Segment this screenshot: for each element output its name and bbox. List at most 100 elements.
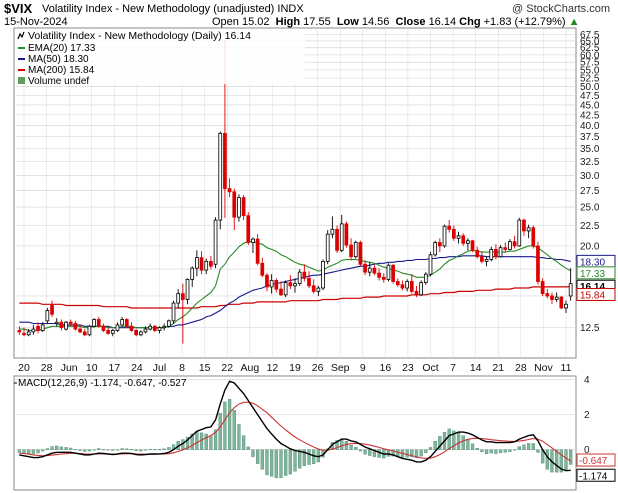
low-label: Low xyxy=(336,16,359,28)
candle xyxy=(540,278,545,296)
candle xyxy=(536,241,540,285)
macd-histogram-bar xyxy=(536,449,540,453)
candle-body xyxy=(442,225,447,247)
candle xyxy=(45,307,50,324)
macd-histogram-bar xyxy=(185,436,190,450)
candle-body xyxy=(26,331,31,336)
macd-histogram-bar xyxy=(199,432,204,450)
macd-histogram-bar xyxy=(307,449,311,465)
candle xyxy=(470,239,475,253)
candle-body xyxy=(433,242,438,256)
macd-histogram-bar xyxy=(279,449,283,478)
candle xyxy=(550,292,554,305)
price-tick-label: 60.0 xyxy=(580,50,600,61)
close-value: 16.14 xyxy=(428,16,457,28)
macd-histogram-bar xyxy=(358,449,363,452)
candle xyxy=(134,329,138,337)
candle-body xyxy=(92,319,96,327)
macd-histogram-bar xyxy=(17,449,21,453)
change-arrow-icon: ▲ xyxy=(568,16,580,28)
candle-body xyxy=(414,290,419,296)
macd-histogram-bar xyxy=(288,449,292,475)
candle-body xyxy=(335,228,339,251)
macd-histogram-bar xyxy=(522,444,526,450)
candle xyxy=(489,246,494,262)
macd-histogram-bar xyxy=(251,449,255,457)
candle-body xyxy=(395,281,400,286)
price-tick-label: 22.5 xyxy=(580,221,600,232)
candle-body xyxy=(218,132,223,221)
candle-body xyxy=(409,281,414,292)
macd-lines xyxy=(19,380,571,472)
candle-body xyxy=(302,271,307,279)
volume-legend-icon xyxy=(18,77,25,84)
candle xyxy=(68,319,73,327)
price-tag-label: 18.30 xyxy=(580,257,605,268)
candle-body xyxy=(564,303,568,309)
macd-histogram-bar xyxy=(195,431,199,450)
candle-body xyxy=(106,330,110,334)
macd-histogram-bar xyxy=(545,449,549,470)
candle-body xyxy=(545,293,550,297)
candle xyxy=(307,271,311,289)
candle xyxy=(503,242,508,253)
price-tag-box xyxy=(576,266,616,280)
candle-body xyxy=(199,257,204,271)
price-tick-label: 35.0 xyxy=(580,144,600,155)
price-tick-label: 65.0 xyxy=(580,36,600,47)
price-tag-label: 17.33 xyxy=(580,269,605,280)
date-tick-label: 17 xyxy=(108,362,120,374)
macd-histogram-bar xyxy=(209,435,213,450)
candle-body xyxy=(325,233,330,262)
candle xyxy=(381,273,386,283)
candle xyxy=(517,217,522,247)
candle xyxy=(288,275,293,290)
candle-body xyxy=(251,238,255,243)
candle-body xyxy=(321,260,325,289)
candle xyxy=(40,322,45,332)
macd-histogram-bar xyxy=(340,438,344,450)
macd-histogram-bar xyxy=(372,449,377,457)
candle-body xyxy=(167,320,171,327)
candle xyxy=(279,281,283,296)
date-tick-label: 12 xyxy=(267,362,279,374)
macd-histogram-bar xyxy=(344,441,349,450)
candle xyxy=(59,319,64,331)
candle xyxy=(237,194,241,222)
candle xyxy=(87,324,92,337)
macd-legend: MACD(12,26,9) -1.174, -0.647, -0.527 xyxy=(18,378,187,389)
change-value: +1.83 (+12.79%) xyxy=(483,16,566,28)
candle xyxy=(171,300,176,324)
candle-body xyxy=(204,260,209,271)
candle xyxy=(129,322,134,332)
legend-ma50: MA(50) 18.30 xyxy=(28,54,89,65)
candle xyxy=(358,240,363,267)
candle xyxy=(423,272,428,285)
candle-body xyxy=(101,325,106,331)
candle xyxy=(251,237,255,254)
candle xyxy=(484,256,489,267)
date-tick-label: 24 xyxy=(131,362,143,374)
candle-body xyxy=(68,321,73,324)
low-value: 14.56 xyxy=(361,16,390,28)
chart-date: 15-Nov-2024 xyxy=(4,16,68,28)
macd-histogram-bar xyxy=(284,449,288,476)
macd-histogram-bar xyxy=(559,449,563,473)
candle-body xyxy=(138,331,143,336)
candle-body xyxy=(45,310,50,322)
candle-body xyxy=(419,282,423,296)
candle xyxy=(339,214,344,253)
candle xyxy=(480,251,484,264)
date-tick-label: Oct xyxy=(422,362,438,374)
macd-y-axis: 4 2 0 xyxy=(584,375,590,456)
candle xyxy=(260,257,265,278)
candle xyxy=(456,231,461,244)
price-tick-label: 45.0 xyxy=(580,100,600,111)
date-tick-label: 28 xyxy=(41,362,53,374)
candle xyxy=(321,259,325,291)
macd-histogram-bar xyxy=(83,449,87,452)
candle-body xyxy=(358,242,363,265)
macd-tag-label: -0.647 xyxy=(579,456,608,467)
date-tick-label: 19 xyxy=(289,362,301,374)
legend-main: Volatility Index - New Methodology (Dail… xyxy=(28,30,251,42)
